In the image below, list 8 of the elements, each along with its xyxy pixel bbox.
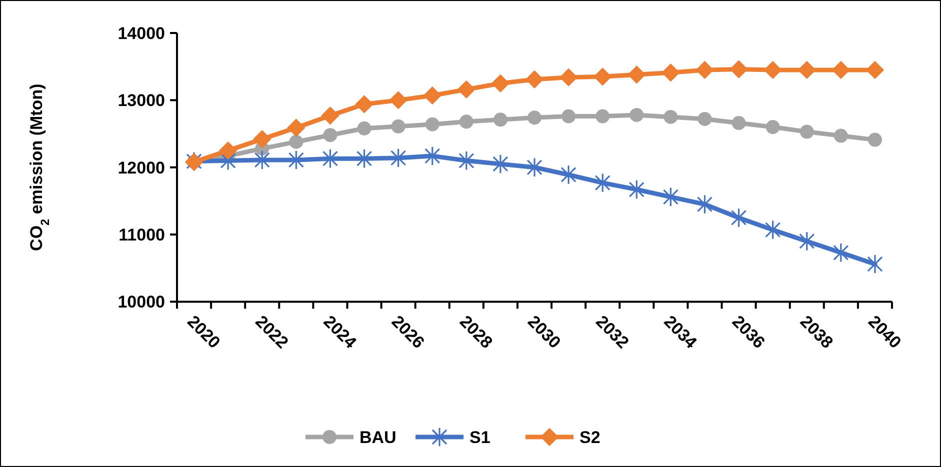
y-tick-label: 14000: [118, 24, 165, 43]
legend-label: BAU: [360, 428, 396, 447]
legend-label: S1: [470, 428, 490, 447]
y-tick-label: 12000: [118, 158, 165, 178]
legend-label: S2: [580, 428, 600, 447]
y-tick-label: 13000: [118, 91, 165, 110]
y-tick-label: 11000: [118, 225, 165, 244]
y-tick-label: 10000: [118, 292, 165, 312]
